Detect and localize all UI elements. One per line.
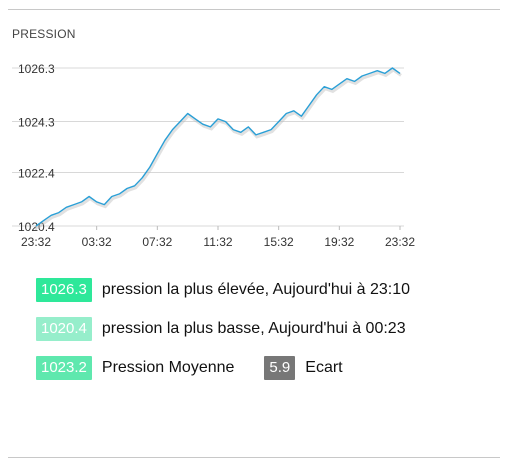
- x-tick-label: 23:32: [21, 235, 51, 249]
- average-value-badge: 1023.2: [36, 356, 92, 380]
- range-value-badge: 5.9: [264, 356, 296, 380]
- average-label: Pression Moyenne: [101, 359, 235, 376]
- x-tick-label: 11:32: [203, 235, 232, 249]
- high-value-badge: 1026.3: [36, 278, 92, 302]
- x-tick-label: 23:32: [385, 235, 415, 249]
- stat-average-range: 1023.2 Pression Moyenne 5.9 Ecart: [36, 356, 343, 380]
- stat-high: 1026.3 pression la plus élevée, Aujourd'…: [36, 278, 410, 302]
- y-tick-label: 1020.4: [18, 220, 55, 234]
- low-label: pression la plus basse, Aujourd'hui à 00…: [101, 320, 406, 337]
- range-label: Ecart: [305, 359, 343, 376]
- top-divider: [8, 9, 500, 10]
- x-tick-label: 07:32: [142, 235, 172, 249]
- low-value-badge: 1020.4: [36, 317, 92, 341]
- y-tick-label: 1026.3: [18, 62, 55, 76]
- x-tick-label: 03:32: [82, 235, 112, 249]
- x-tick-label: 15:32: [264, 235, 294, 249]
- x-tick-label: 19:32: [324, 235, 354, 249]
- high-label: pression la plus élevée, Aujourd'hui à 2…: [101, 281, 411, 298]
- y-tick-label: 1022.4: [18, 166, 55, 180]
- widget-title: PRESSION: [12, 27, 76, 41]
- y-tick-label: 1024.3: [18, 116, 55, 130]
- bottom-divider: [8, 457, 500, 458]
- series-line-shadow: [36, 68, 402, 230]
- pressure-series-line: [35, 67, 401, 227]
- stat-low: 1020.4 pression la plus basse, Aujourd'h…: [36, 317, 406, 341]
